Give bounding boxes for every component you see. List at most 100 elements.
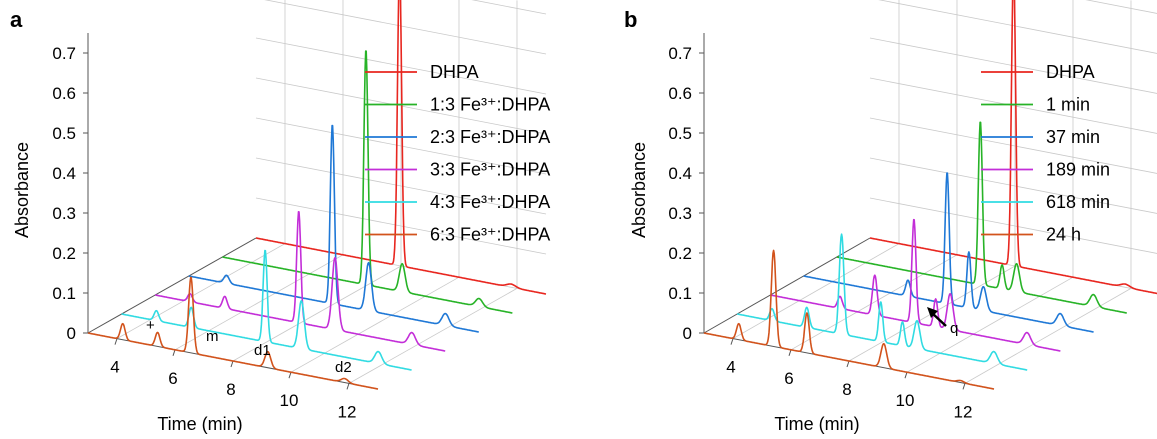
grid-line-horizontal [869,77,1157,134]
x-tick-mark [962,383,966,390]
series-line [736,233,1028,371]
y-tick-label: 0 [67,324,76,343]
series-line [703,249,995,390]
grid-line-depth [232,265,402,362]
series-line [87,276,379,390]
y-tick-label: 0.4 [668,164,692,183]
x-tick-label: 8 [226,380,235,399]
x-tick-mark [846,360,850,368]
x-tick-label: 6 [168,369,177,388]
grid-line-horizontal [869,37,1157,94]
annotation-d2: d2 [335,359,352,376]
x-tick-mark [114,338,118,345]
series-line [869,0,1157,295]
series-line [188,124,480,333]
grid-line-horizontal [869,157,1157,214]
y-axis-title: Absorbance [629,142,649,238]
legend-label: 618 min [1046,192,1110,212]
legend-label: 2:3 Fe³⁺:DHPA [430,127,550,147]
legend-item: DHPA [981,62,1095,82]
y-axis-title: Absorbance [12,142,32,238]
x-tick-label: 12 [954,402,973,421]
x-tick-label: 12 [338,402,357,421]
y-tick-label: 0.3 [52,204,76,223]
grid-line-depth [906,276,1074,373]
panel-letter-a: a [10,7,23,32]
x-tick-label: 8 [842,380,851,399]
grid-line-depth [174,254,344,351]
x-axis-title: Time (min) [774,414,859,434]
y-tick-label: 0.1 [668,284,692,303]
legend-item: 3:3 Fe³⁺:DHPA [365,160,550,180]
annotation-d1: d1 [254,342,271,359]
x-tick-label: 6 [784,369,793,388]
y-tick-label: 0.4 [52,164,76,183]
y-tick-label: 0 [683,324,692,343]
panel-b-chart: b 0 0.1 0.2 0.3 0.4 0.5 0.6 0.7 4 6 8 10 12 Time (min)… [624,0,1157,434]
series-line [255,0,547,295]
legend: DHPA 1:3 Fe³⁺:DHPA 2:3 Fe³⁺:DHPA 3:3 Fe³⁺:D… [365,62,550,245]
legend-item: 4:3 Fe³⁺:DHPA [365,192,550,212]
x-tick-mark [904,372,908,379]
y-tick-label: 0.1 [52,284,76,303]
y-tick-label: 0.3 [668,204,692,223]
grid-line-depth [964,288,1132,384]
x-tick-label: 10 [280,391,299,410]
y-tick-label: 0.5 [52,124,76,143]
panel-a-chart: a 0 0.1 0.2 0.3 0.4 0.5 0.6 0.7 4 6 8 10 12 Time (min)… [10,0,550,434]
grid-line-horizontal [878,0,1157,54]
legend-item: 2:3 Fe³⁺:DHPA [365,127,550,147]
legend: DHPA 1 min 37 min 189 min 618 min 24 h [981,62,1110,245]
panel-letter-b: b [624,7,637,32]
y-tick-label: 0.7 [668,44,692,63]
annotation-arrowhead [927,307,938,318]
x-tick-mark [288,372,292,379]
legend-label: 1:3 Fe³⁺:DHPA [430,95,550,115]
annotation-arrow [931,312,947,327]
grid-line-depth [290,276,460,373]
legend-label: 1 min [1046,95,1090,115]
legend-item: 189 min [981,160,1110,180]
axes: 0 0.1 0.2 0.3 0.4 0.5 0.6 0.7 4 6 8 10 12 Time (min) A… [12,33,379,434]
series-line [836,121,1127,314]
x-tick-label: 10 [896,391,915,410]
series-line [155,211,446,352]
legend-label: 6:3 Fe³⁺:DHPA [430,225,550,245]
annotations: + m d1 d2 [146,317,352,376]
x-tick-mark [788,349,792,356]
y-tick-label: 0.5 [668,124,692,143]
axes: 0 0.1 0.2 0.3 0.4 0.5 0.6 0.7 4 6 8 10 12 Time (min) A… [629,33,995,434]
legend-item: 24 h [981,225,1081,245]
series-line [803,172,1094,333]
series-traces [703,0,1157,390]
grid-line-horizontal [471,0,547,15]
x-tick-mark [730,338,734,345]
legend-item: 1:3 Fe³⁺:DHPA [365,95,550,115]
y-tick-label: 0.2 [52,244,76,263]
legend-label: 189 min [1046,160,1110,180]
x-axis-title: Time (min) [157,414,242,434]
grid-line-horizontal [1085,0,1157,14]
legend-label: DHPA [1046,62,1095,82]
y-tick-label: 0.7 [52,44,76,63]
annotations: q [927,307,958,337]
series-line [222,50,513,314]
legend-label: DHPA [430,62,479,82]
annotation-m: m [206,328,219,345]
annotation-q: q [950,320,958,337]
legend-item: 37 min [981,127,1100,147]
legend-label: 3:3 Fe³⁺:DHPA [430,160,550,180]
y-tick-label: 0.6 [52,84,76,103]
x-tick-label: 4 [110,358,119,377]
y-tick-label: 0.6 [668,84,692,103]
series-line [770,218,1061,352]
grid-line-horizontal [869,117,1157,174]
series-line [121,249,412,371]
legend-item: DHPA [365,62,479,82]
x-tick-label: 4 [726,358,735,377]
x-tick-mark [346,383,350,390]
legend-label: 37 min [1046,127,1100,147]
x-tick-mark [230,360,234,368]
depth-axis-line [87,237,257,334]
